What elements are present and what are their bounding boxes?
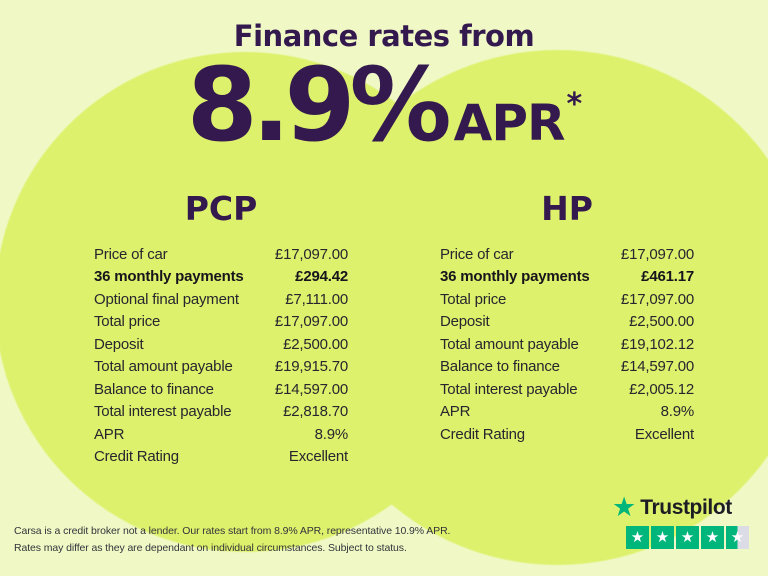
row-value: £14,597.00 [620, 358, 694, 376]
row-label: Total price [94, 313, 161, 331]
table-row: Total amount payable £19,102.12 [440, 333, 694, 356]
table-row: Credit Rating Excellent [94, 446, 348, 469]
table-row: Optional final payment £7,111.00 [94, 288, 348, 311]
row-value: £2,005.12 [629, 380, 694, 398]
trustpilot-brand: Trustpilot [640, 495, 732, 519]
row-label: Total interest payable [94, 403, 232, 421]
row-label: Credit Rating [94, 448, 179, 466]
star-icon: ★ [626, 526, 649, 549]
row-label: Deposit [94, 335, 144, 353]
disclaimer-line-2: Rates may differ as they are dependant o… [14, 542, 407, 554]
row-value: £17,097.00 [274, 245, 348, 263]
apr-label: APR* [453, 87, 583, 152]
disclaimer-line-1: Carsa is a credit broker not a lender. O… [14, 525, 451, 537]
apr-asterisk: * [566, 87, 583, 122]
table-row: APR 8.9% [94, 423, 348, 446]
trustpilot-rating-stars: ★ ★ ★ ★ ★ [626, 526, 749, 549]
row-label: Price of car [440, 245, 514, 263]
hero-rate: 8.9% APR* [0, 52, 768, 189]
row-label: Optional final payment [94, 290, 239, 308]
table-row: APR 8.9% [440, 401, 694, 424]
table-row: Price of car £17,097.00 [440, 243, 694, 266]
table-row: 36 monthly payments £461.17 [440, 266, 694, 289]
row-value: £17,097.00 [620, 290, 694, 308]
row-value: 8.9% [314, 425, 349, 443]
table-row: Balance to finance £14,597.00 [440, 356, 694, 379]
table-row: Credit Rating Excellent [440, 423, 694, 446]
trustpilot-logo: ★ Trustpilot [612, 493, 749, 522]
star-icon: ★ [701, 526, 724, 549]
row-label: Deposit [440, 313, 490, 331]
row-value: £19,102.12 [620, 335, 694, 353]
row-value: £17,097.00 [620, 245, 694, 263]
banner-title: Finance rates from [233, 19, 535, 53]
row-label: Total amount payable [440, 335, 579, 353]
row-label: Total amount payable [94, 358, 233, 376]
hp-rows: Price of car £17,097.00 36 monthly paymen… [440, 243, 694, 446]
row-value: £14,597.00 [274, 380, 348, 398]
row-value: £2,818.70 [283, 403, 348, 421]
row-value: £17,097.00 [274, 313, 348, 331]
star-icon: ★ [676, 526, 699, 549]
row-label: Balance to finance [94, 380, 214, 398]
row-value: Excellent [634, 425, 694, 443]
row-value: Excellent [288, 448, 348, 466]
row-label: APR [440, 403, 471, 421]
row-label: Credit Rating [440, 425, 525, 443]
pcp-table: PCP Price of car £17,097.00 36 monthly pa… [94, 190, 348, 468]
hp-table: HP Price of car £17,097.00 36 monthly pay… [440, 190, 694, 446]
table-row: Total interest payable £2,005.12 [440, 378, 694, 401]
table-row: Total interest payable £2,818.70 [94, 401, 348, 424]
background-circle-right [300, 50, 768, 565]
row-value: £294.42 [295, 268, 348, 286]
pcp-rows: Price of car £17,097.00 36 monthly paymen… [94, 243, 348, 468]
row-label: Total interest payable [440, 380, 578, 398]
row-label: Balance to finance [440, 358, 560, 376]
table-row: Balance to finance £14,597.00 [94, 378, 348, 401]
row-value: £7,111.00 [285, 290, 348, 308]
row-value: 8.9% [660, 403, 695, 421]
row-value: £461.17 [641, 268, 694, 286]
row-label: Price of car [94, 245, 168, 263]
row-value: £2,500.00 [629, 313, 694, 331]
table-row: Price of car £17,097.00 [94, 243, 348, 266]
apr-text: APR [453, 94, 566, 152]
rate-value: 8.9% [186, 46, 452, 165]
table-row: Deposit £2,500.00 [94, 333, 348, 356]
row-label: 36 monthly payments [94, 268, 244, 286]
star-icon: ★ [651, 526, 674, 549]
row-label: APR [94, 425, 125, 443]
row-value: £19,915.70 [274, 358, 348, 376]
row-label: Total price [440, 290, 507, 308]
disclaimer-text: Carsa is a credit broker not a lender. O… [14, 523, 454, 557]
row-value: £2,500.00 [283, 335, 348, 353]
table-row: 36 monthly payments £294.42 [94, 266, 348, 289]
trustpilot-star-icon: ★ [612, 492, 637, 523]
table-row: Deposit £2,500.00 [440, 311, 694, 334]
table-row: Total price £17,097.00 [440, 288, 694, 311]
pcp-table-title: PCP [184, 189, 258, 228]
star-icon: ★ [726, 526, 749, 549]
trustpilot-widget: ★ Trustpilot ★ ★ ★ ★ ★ [612, 493, 749, 549]
row-label: 36 monthly payments [440, 268, 590, 286]
table-row: Total amount payable £19,915.70 [94, 356, 348, 379]
hp-table-title: HP [541, 189, 593, 228]
table-row: Total price £17,097.00 [94, 311, 348, 334]
